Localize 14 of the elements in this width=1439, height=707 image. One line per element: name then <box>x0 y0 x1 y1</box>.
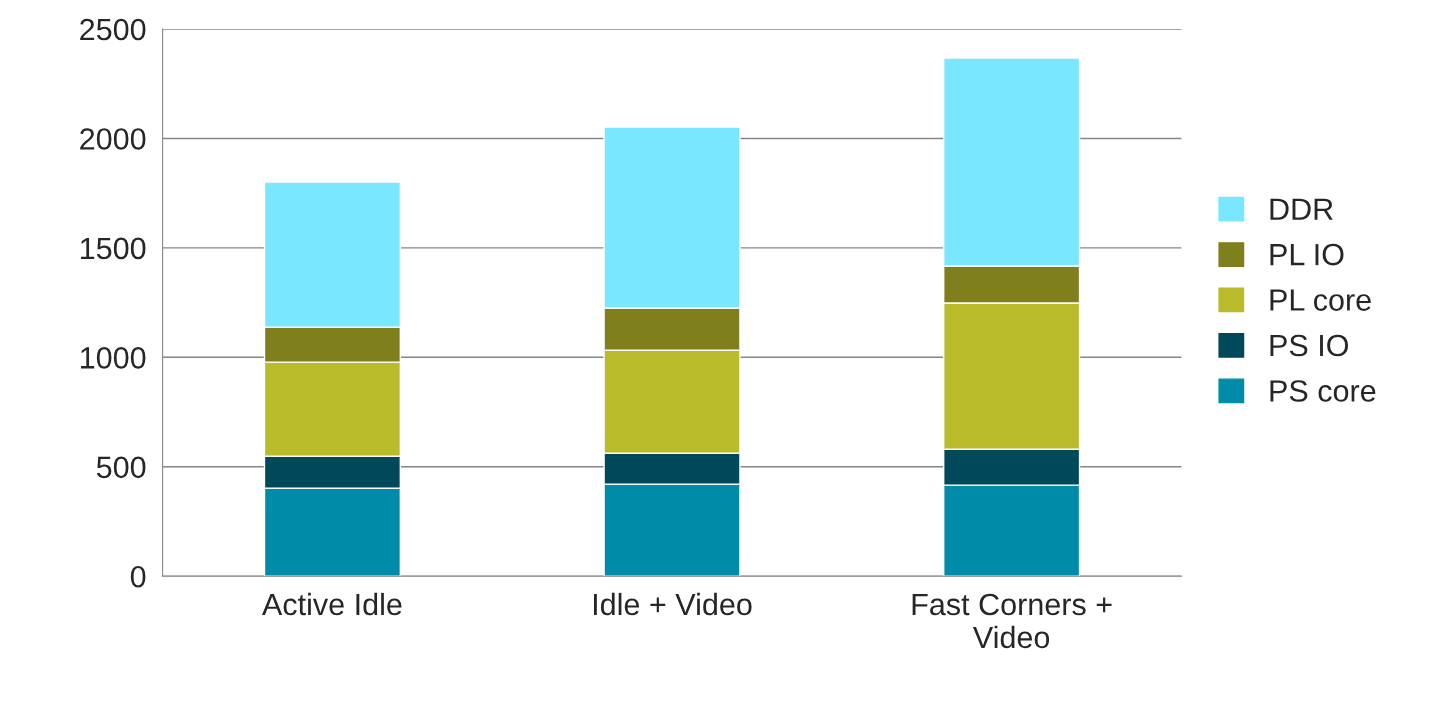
y-tick-label: 0 <box>130 565 146 588</box>
legend-label: PS core <box>1270 380 1376 402</box>
y-tick-label: 2500 <box>80 18 146 41</box>
y-tick-label: 1000 <box>81 347 146 369</box>
legend-label: PL IO <box>1270 243 1344 266</box>
y-tick-label: 500 <box>96 456 146 479</box>
legend-label: PL core <box>1270 289 1371 311</box>
legend-label: PS IO <box>1270 334 1349 357</box>
y-tick-label: 1500 <box>81 237 146 260</box>
x-tick-label: Fast Corners + Video <box>912 593 1112 649</box>
legend-label: DDR <box>1270 198 1333 220</box>
x-tick-label: Active Idle <box>261 592 402 616</box>
x-tick-label: Idle + Video <box>593 592 752 616</box>
y-tick-label: 2000 <box>80 128 146 150</box>
